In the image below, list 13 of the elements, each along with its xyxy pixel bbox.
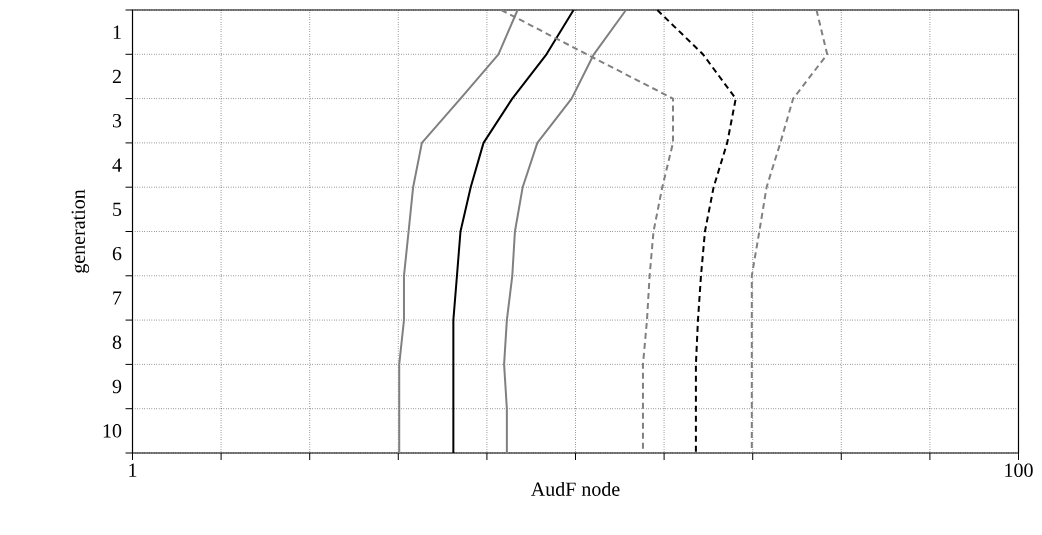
y-tick-label: 4 (112, 158, 122, 172)
y-tick-label: 10 (103, 424, 122, 438)
y-tick-label: 5 (113, 202, 122, 216)
y-axis-title: generation (71, 189, 90, 273)
y-tick-label: 9 (112, 379, 122, 394)
x-axis-title: AudF node (530, 481, 620, 496)
y-tick-label: 6 (112, 246, 122, 261)
y-tick-label: 7 (113, 291, 122, 305)
y-tick-label: 3 (112, 114, 122, 128)
y-tick-label: 1 (113, 25, 121, 39)
y-tick-label: 2 (112, 69, 121, 84)
y-tick-label: 8 (112, 335, 122, 349)
x-tick-label: 100 (1005, 463, 1033, 478)
